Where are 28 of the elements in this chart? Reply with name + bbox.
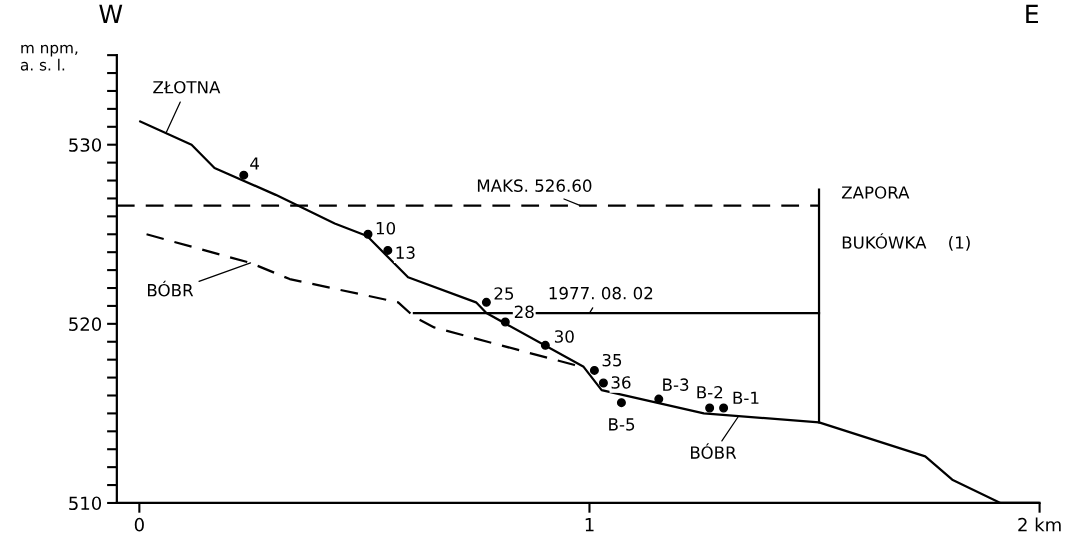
- annotation: B-1: [733, 391, 759, 404]
- x-tick-label: 2 km: [1018, 517, 1061, 532]
- annotation: BÓBR: [691, 443, 737, 459]
- annotation: 13: [396, 246, 415, 259]
- y-axis-title: m npm, a. s. l.: [20, 44, 78, 71]
- text: W: [99, 4, 123, 24]
- annotation: B-3: [663, 378, 689, 391]
- annotation: 30: [554, 330, 574, 343]
- annotation: ZAPORA: [841, 186, 910, 199]
- annotation: ZŁOTNA: [153, 80, 221, 94]
- annotation: 36: [611, 376, 631, 389]
- y-tick-label: 530: [69, 138, 102, 152]
- annotation: 35: [602, 353, 622, 367]
- annotation: BÓBR: [148, 280, 194, 297]
- annotation: 10: [376, 221, 396, 235]
- annotation: B-2: [697, 385, 723, 399]
- text: E: [1026, 4, 1038, 24]
- y-tick-label: 510: [69, 496, 102, 511]
- annotation: 4: [250, 157, 259, 170]
- annotation: B-5: [609, 418, 635, 431]
- x-tick-label: 1: [585, 518, 594, 532]
- x-tick-label: 0: [134, 517, 144, 532]
- annotation: 25: [494, 287, 514, 300]
- annotation: MAKS. 526.60: [477, 179, 592, 192]
- annotation: 28: [514, 305, 534, 319]
- annotation: 1977. 08. 02: [549, 286, 653, 300]
- y-tick-label: 520: [69, 317, 102, 331]
- annotation: BUKÓWKA (1): [842, 233, 970, 251]
